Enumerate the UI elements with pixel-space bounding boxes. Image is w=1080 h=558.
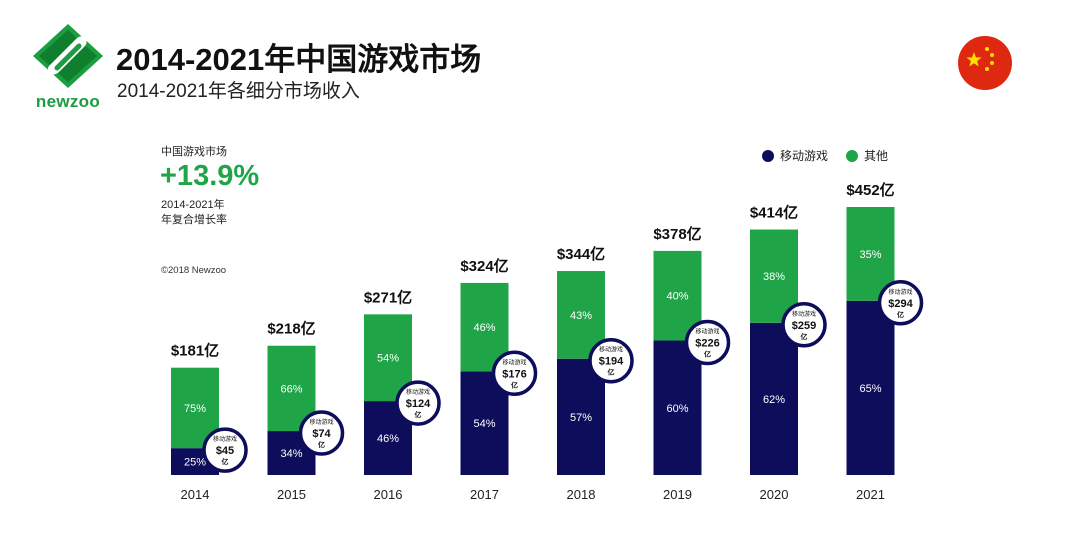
callout-value-2014: $45: [216, 445, 234, 457]
newzoo-logo: newzoo: [30, 22, 106, 112]
callout-title-2014: 移动游戏: [213, 435, 237, 443]
legend-swatch-mobile: [762, 150, 774, 162]
callout-title-2016: 移动游戏: [406, 388, 430, 396]
total-label-2020: $414亿: [750, 204, 798, 222]
cagr-years: 2014-2021年: [161, 199, 225, 211]
percent-label-mobile-2019: 60%: [666, 403, 688, 415]
total-label-2017: $324亿: [460, 257, 508, 275]
callout-unit-2020: 亿: [801, 332, 808, 341]
percent-label-other-2017: 46%: [473, 322, 495, 334]
percent-label-mobile-2018: 57%: [570, 412, 592, 424]
percent-label-other-2014: 75%: [184, 403, 206, 415]
percent-label-other-2018: 43%: [570, 310, 592, 322]
callout-circle-2016: [395, 380, 441, 426]
logo-text: newzoo: [35, 92, 101, 111]
bar-mobile-2019: [653, 340, 702, 475]
percent-label-mobile-2014: 25%: [184, 457, 206, 469]
callout-unit-2015: 亿: [318, 440, 325, 449]
callout-title-2018: 移动游戏: [599, 346, 623, 354]
bar-mobile-2021: [846, 300, 895, 475]
newzoo-logo-icon: [33, 24, 103, 88]
callout-value-2015: $74: [312, 428, 331, 440]
x-tick-label-2018: 2018: [567, 487, 596, 502]
callout-circle-2015: [298, 410, 345, 456]
callout-value-2021: $294: [888, 298, 913, 310]
x-tick-label-2017: 2017: [470, 487, 499, 502]
bar-mobile-2020: [750, 322, 798, 475]
callout-unit-2014: 亿: [222, 457, 229, 466]
percent-label-mobile-2015: 34%: [280, 448, 302, 460]
legend-item-mobile: 移动游戏: [762, 147, 828, 164]
x-tick-label-2016: 2016: [374, 487, 403, 502]
summary-label: 中国游戏市场: [161, 146, 227, 158]
page-title: 2014-2021年中国游戏市场: [116, 42, 482, 77]
percent-label-other-2019: 40%: [666, 291, 688, 303]
callout-unit-2021: 亿: [897, 310, 904, 319]
total-label-2014: $181亿: [171, 342, 219, 360]
x-tick-label-2014: 2014: [181, 487, 210, 502]
percent-label-other-2020: 38%: [763, 271, 785, 283]
percent-label-mobile-2016: 46%: [377, 433, 399, 445]
total-label-2019: $378亿: [653, 225, 701, 243]
cagr-description: 年复合增长率: [161, 214, 227, 226]
callout-circle-2019: [684, 319, 731, 366]
callout-title-2017: 移动游戏: [502, 358, 526, 366]
callout-title-2020: 移动游戏: [792, 310, 816, 318]
legend-label-other: 其他: [864, 149, 889, 163]
callout-title-2021: 移动游戏: [888, 288, 912, 296]
total-label-2016: $271亿: [364, 288, 412, 306]
percent-label-other-2021: 35%: [859, 249, 881, 261]
callout-circle-2014: [202, 427, 248, 473]
china-flag-icon: [958, 36, 1012, 90]
callout-title-2019: 移动游戏: [695, 328, 719, 336]
callout-value-2019: $226: [695, 338, 719, 350]
callout-unit-2017: 亿: [511, 380, 518, 389]
x-tick-label-2015: 2015: [277, 487, 306, 502]
percent-label-other-2016: 54%: [377, 353, 399, 365]
callout-value-2020: $259: [792, 320, 816, 332]
copyright-text: ©2018 Newzoo: [161, 265, 227, 276]
x-tick-label-2021: 2021: [856, 487, 885, 502]
callout-value-2017: $176: [502, 368, 526, 380]
callout-unit-2018: 亿: [608, 368, 615, 377]
callout-circle-2017: [491, 350, 538, 397]
legend-item-other: 其他: [846, 147, 888, 164]
percent-label-mobile-2020: 62%: [763, 394, 785, 406]
page-subtitle: 2014-2021年各细分市场收入: [117, 81, 360, 102]
legend-label-mobile: 移动游戏: [780, 149, 829, 163]
callout-value-2018: $194: [599, 356, 624, 368]
legend-swatch-other: [846, 150, 858, 162]
percent-label-mobile-2021: 65%: [859, 383, 881, 395]
percent-label-mobile-2017: 54%: [473, 418, 495, 430]
callout-unit-2016: 亿: [415, 410, 422, 419]
callout-unit-2019: 亿: [704, 350, 711, 359]
cagr-value: +13.9%: [160, 160, 260, 192]
x-tick-label-2020: 2020: [760, 487, 789, 502]
total-label-2015: $218亿: [267, 320, 315, 338]
percent-label-other-2015: 66%: [280, 383, 302, 395]
callout-circle-2018: [588, 337, 634, 384]
callout-title-2015: 移动游戏: [309, 418, 333, 426]
callout-circle-2020: [781, 302, 827, 348]
callout-circle-2021: [877, 280, 924, 326]
total-label-2021: $452亿: [846, 181, 894, 199]
total-label-2018: $344亿: [557, 245, 605, 263]
x-tick-label-2019: 2019: [663, 487, 692, 502]
callout-value-2016: $124: [406, 398, 431, 410]
